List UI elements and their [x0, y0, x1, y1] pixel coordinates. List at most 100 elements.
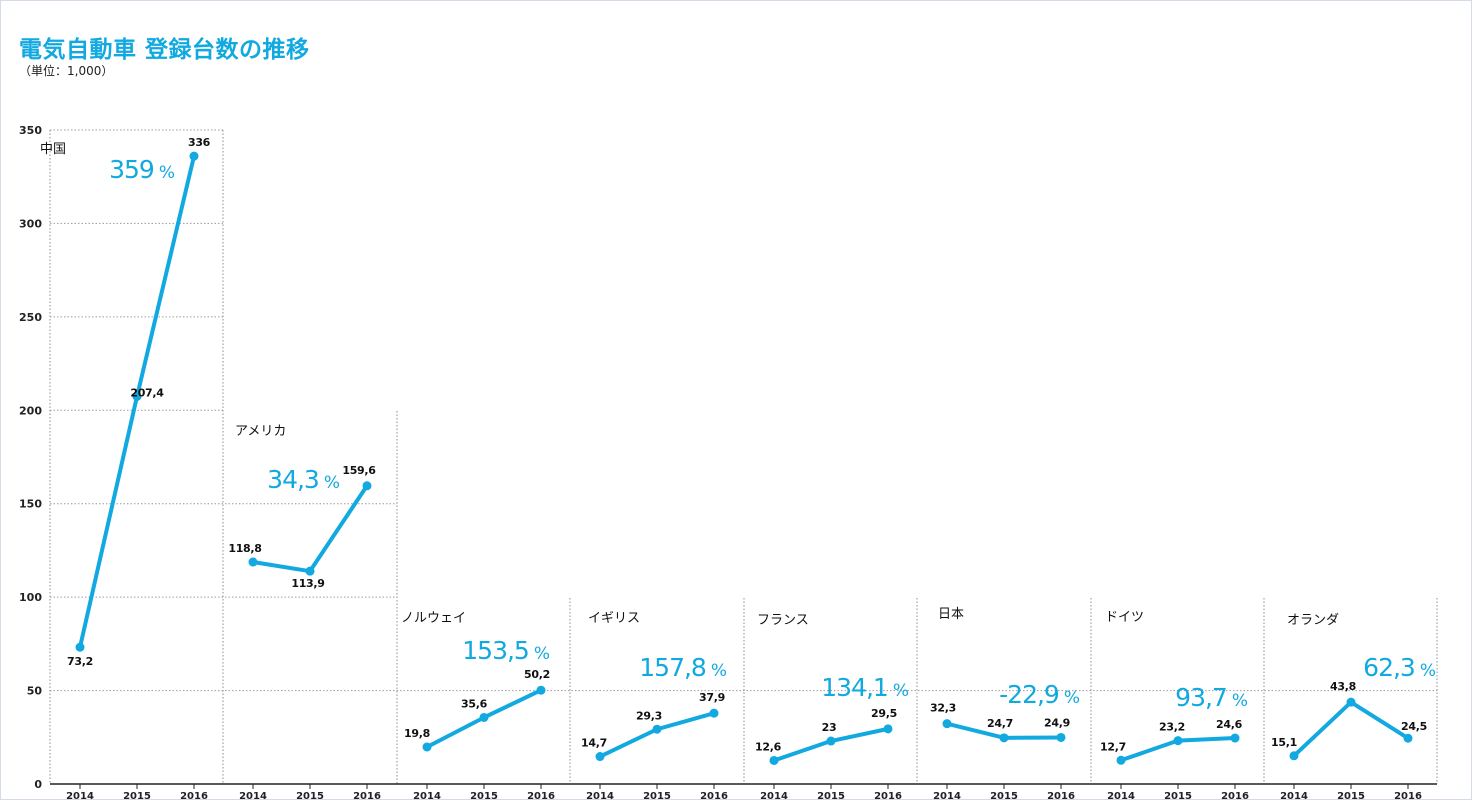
data-point-2014	[942, 719, 952, 729]
x-tick-label-2016: 2016	[1394, 791, 1422, 801]
series-line-アメリカ	[251, 483, 369, 574]
growth-percent-sign: %	[159, 163, 175, 183]
data-point-2016	[1403, 733, 1413, 743]
data-point-2016	[883, 724, 893, 734]
gridlines	[49, 129, 1438, 784]
growth-percent-sign: %	[1064, 688, 1080, 708]
x-tick-label-2016: 2016	[1221, 791, 1249, 801]
data-point-2014	[1116, 755, 1126, 765]
panel-アメリカ: 2014 2015 2016 118,8 113,9 159,6 アメリカ 34,3%	[228, 424, 381, 801]
x-tick-label-2014: 2014	[933, 791, 961, 801]
growth-percentage: 157,8%	[639, 653, 727, 682]
x-tick-label-2014: 2014	[1107, 791, 1135, 801]
y-tick-label-0: 0	[34, 778, 42, 791]
x-tick-label-2015: 2015	[1337, 791, 1365, 801]
data-point-2014	[1289, 751, 1299, 761]
data-point-2014	[595, 752, 605, 762]
data-label-2016: 24,6	[1216, 718, 1243, 731]
data-label-2014: 32,3	[930, 702, 956, 715]
growth-percent-sign: %	[893, 681, 909, 701]
x-tick-label-2015: 2015	[470, 791, 498, 801]
growth-percentage: 34,3%	[267, 465, 340, 494]
panel-イギリス: 2014 2015 2016 14,7 29,3 37,9 イギリス 157,8%	[581, 611, 728, 801]
growth-percentage: 153,5%	[462, 636, 550, 665]
x-tick-label-2016: 2016	[874, 791, 902, 801]
data-label-2015: 113,9	[291, 577, 324, 590]
growth-value: 93,7	[1175, 683, 1227, 712]
x-tick-label-2015: 2015	[643, 791, 671, 801]
x-tick-label-2014: 2014	[760, 791, 788, 801]
x-tick-label-2016: 2016	[1047, 791, 1075, 801]
data-label-2015: 207,4	[130, 386, 164, 399]
data-label-2014: 14,7	[581, 737, 607, 750]
x-tick-label-2015: 2015	[817, 791, 845, 801]
panel-ドイツ: 2014 2015 2016 12,7 23,2 24,6 ドイツ 93,7%	[1100, 610, 1249, 801]
growth-percent-sign: %	[534, 644, 550, 664]
y-tick-label-100: 100	[19, 591, 42, 604]
data-label-2015: 29,3	[636, 709, 662, 722]
growth-percent-sign: %	[711, 661, 727, 681]
data-point-2015	[132, 391, 142, 401]
data-point-2014	[422, 742, 432, 752]
x-tick-label-2016: 2016	[180, 791, 208, 801]
panel-日本: 2014 2015 2016 32,3 24,7 24,9 日本 -22,9%	[930, 607, 1080, 801]
y-tick-label-250: 250	[19, 311, 42, 324]
data-label-2014: 118,8	[228, 542, 261, 555]
growth-percentage: -22,9%	[999, 680, 1080, 709]
x-tick-label-2016: 2016	[527, 791, 555, 801]
data-label-2014: 15,1	[1271, 736, 1297, 749]
growth-value: 157,8	[639, 653, 706, 682]
series-line-オランダ	[1292, 700, 1410, 758]
data-label-2016: 336	[188, 136, 211, 149]
country-label: イギリス	[588, 611, 640, 626]
data-point-2015	[1173, 736, 1183, 746]
growth-percentage: 134,1%	[821, 673, 909, 702]
y-tick-label-50: 50	[27, 685, 43, 698]
data-label-2016: 24,9	[1044, 716, 1070, 729]
growth-value: 359	[109, 155, 154, 184]
growth-percent-sign: %	[1232, 691, 1248, 711]
data-point-2016	[189, 151, 199, 161]
country-label: アメリカ	[235, 424, 286, 439]
chart-title: 電気自動車 登録台数の推移	[19, 37, 310, 63]
country-label: 日本	[938, 607, 964, 622]
data-label-2014: 12,7	[1100, 740, 1126, 753]
x-tick-label-2016: 2016	[353, 791, 381, 801]
x-tick-label-2014: 2014	[413, 791, 441, 801]
data-point-2016	[1056, 732, 1066, 742]
panel-フランス: 2014 2015 2016 12,6 23 29,5 フランス 134,1%	[755, 613, 909, 801]
x-tick-label-2015: 2015	[123, 791, 151, 801]
x-tick-label-2014: 2014	[1280, 791, 1308, 801]
x-tick-label-2015: 2015	[296, 791, 324, 801]
data-label-2016: 37,9	[699, 691, 725, 704]
data-point-2015	[1346, 697, 1356, 707]
x-tick-label-2016: 2016	[700, 791, 728, 801]
growth-value: -22,9	[999, 680, 1059, 709]
data-label-2014: 19,8	[404, 727, 430, 740]
data-label-2015: 43,8	[1330, 680, 1356, 693]
data-label-2015: 23	[822, 721, 837, 734]
growth-value: 34,3	[267, 465, 319, 494]
country-label: フランス	[757, 613, 809, 628]
data-point-2014	[75, 642, 85, 652]
x-tick-label-2015: 2015	[990, 791, 1018, 801]
data-point-2014	[248, 557, 258, 567]
y-tick-label-300: 300	[19, 217, 42, 230]
data-label-2016: 29,5	[871, 707, 897, 720]
growth-percentage: 359%	[109, 155, 175, 184]
x-tick-label-2014: 2014	[239, 791, 267, 801]
country-label: ノルウェイ	[401, 611, 466, 626]
y-tick-label-150: 150	[19, 498, 42, 511]
growth-percent-sign: %	[324, 473, 340, 493]
data-label-2016: 24,5	[1401, 720, 1427, 733]
panel-オランダ: 2014 2015 2016 15,1 43,8 24,5 オランダ 62,3%	[1271, 613, 1436, 801]
data-label-2016: 159,6	[342, 464, 376, 477]
data-label-2015: 35,6	[461, 697, 488, 710]
data-point-2015	[479, 712, 489, 722]
y-tick-label-350: 350	[19, 124, 42, 137]
series-line-中国	[78, 154, 196, 650]
data-label-2014: 73,2	[67, 655, 93, 668]
growth-percent-sign: %	[1420, 661, 1436, 681]
